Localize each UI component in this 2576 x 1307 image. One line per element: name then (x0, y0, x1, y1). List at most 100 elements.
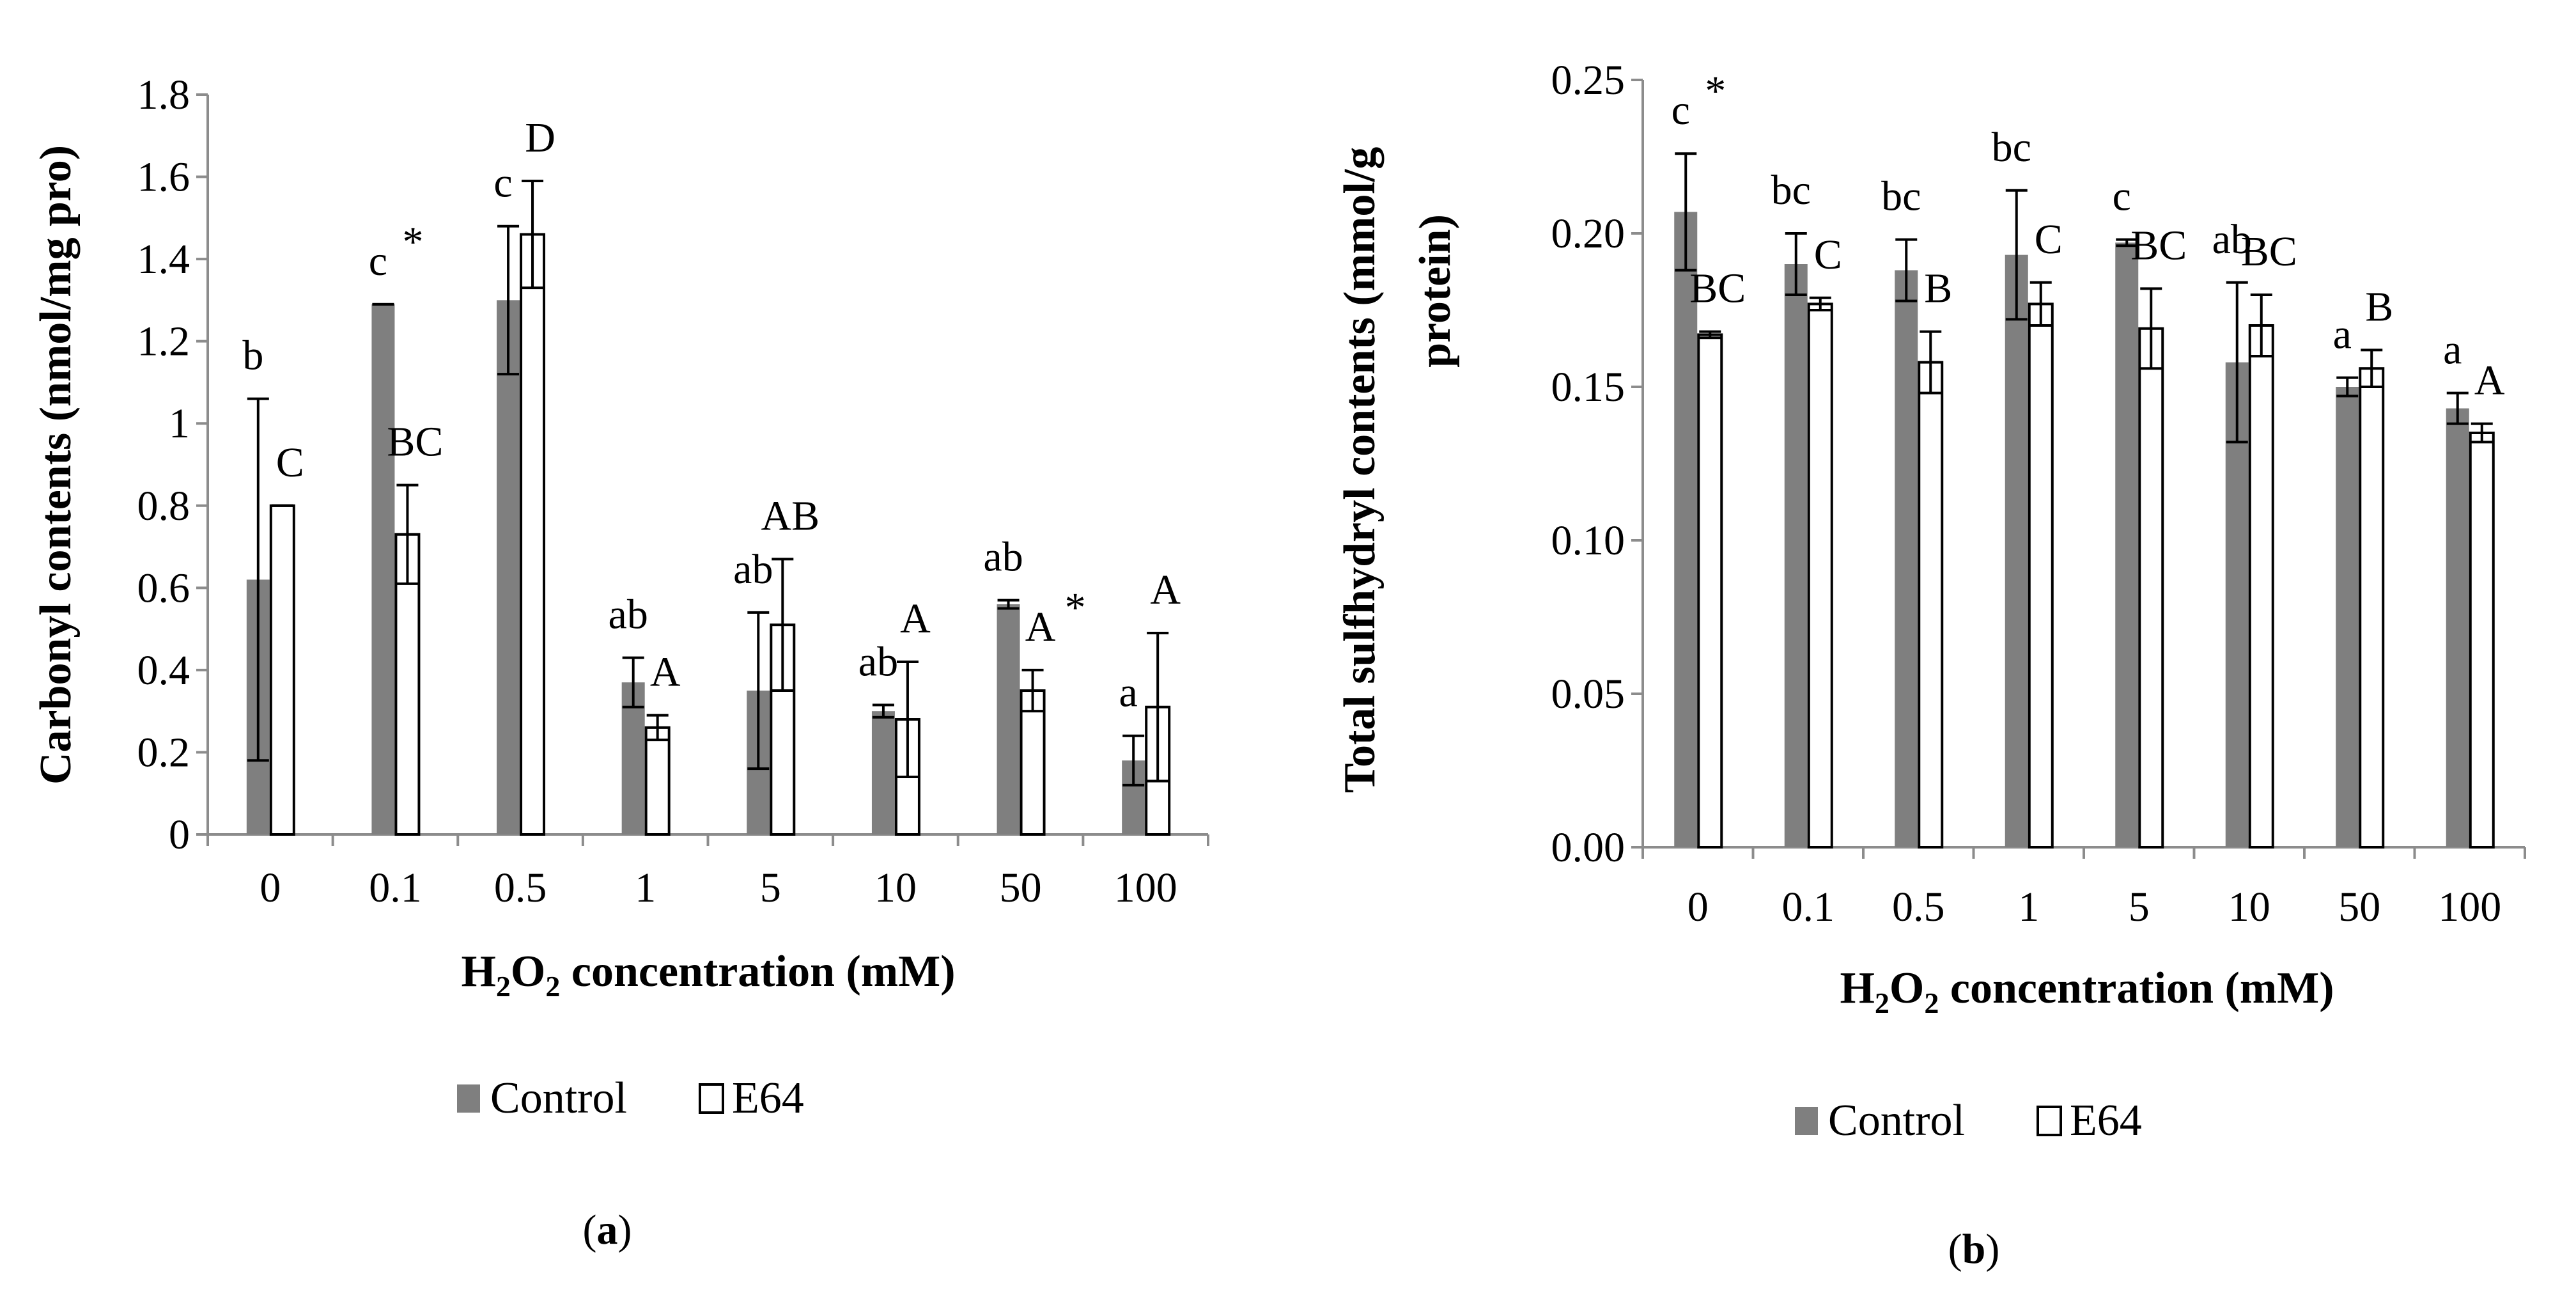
significance-letter: bc (1992, 124, 2031, 171)
bar-control (1784, 264, 1808, 847)
significance-star: * (402, 219, 423, 265)
significance-letter: a (2333, 311, 2352, 358)
significance-letter: C (1814, 231, 1842, 278)
significance-letter: a (2443, 327, 2462, 373)
x-axis-title-part: 2 (1875, 987, 1889, 1019)
bar-control (2115, 242, 2139, 847)
panel-label-part: b (1962, 1226, 1986, 1272)
x-axis-title: H2O2 concentration (mM) (461, 947, 955, 1003)
bar-control (1895, 270, 1918, 848)
legend-swatch-control (457, 1084, 480, 1113)
y-tick-label: 1.2 (137, 318, 190, 365)
significance-letter: ab (609, 591, 648, 638)
significance-letter: ab (2212, 216, 2252, 263)
y-tick-label: 1 (169, 400, 190, 447)
x-tick-label: 10 (874, 865, 917, 911)
y-tick-label: 0.2 (137, 729, 190, 776)
x-tick-label: 1 (635, 865, 656, 911)
panel-label-part: ) (1985, 1226, 1999, 1272)
bar-control (371, 304, 395, 835)
y-tick-label: 0.05 (1551, 671, 1626, 717)
significance-letter: BC (1689, 265, 1746, 312)
bar-e64 (520, 233, 546, 836)
y-tick-label: 1.4 (137, 236, 190, 283)
significance-letter: D (525, 114, 555, 161)
x-axis-title-part: 2 (496, 970, 511, 1003)
x-tick-label: 50 (1000, 865, 1042, 911)
y-tick-label: 0.25 (1551, 57, 1626, 104)
significance-star: * (1065, 584, 1086, 631)
bar-e64 (644, 726, 671, 836)
significance-letter: ab (858, 639, 898, 685)
x-tick-label: 5 (760, 865, 781, 911)
bar-control (2336, 387, 2359, 847)
x-axis-title-part: concentration (mM) (560, 947, 955, 996)
significance-letter: a (1119, 669, 1138, 716)
significance-letter: bc (1771, 167, 1811, 214)
significance-letter: C (2035, 216, 2063, 263)
significance-letter: B (1924, 265, 1952, 312)
legend-label-e64: E64 (2070, 1096, 2142, 1145)
significance-letter: A (900, 595, 931, 642)
x-axis-title-part: O (1889, 964, 1924, 1013)
y-tick-label: 1.8 (137, 72, 190, 118)
significance-letter: ab (983, 534, 1023, 581)
significance-letter: BC (2241, 228, 2297, 275)
significance-letter: c (1672, 87, 1690, 134)
x-tick-label: 1 (2018, 884, 2039, 930)
panel-label-part: a (597, 1207, 618, 1253)
legend-swatch-e64 (2037, 1106, 2062, 1136)
bar-e64 (1807, 302, 1833, 849)
x-axis-title-part: H (1840, 964, 1874, 1013)
legend: Control E64 (457, 1074, 804, 1123)
chart-panel-b: 0.00 0.05 0.10 0.15 0.20 0.25 0 0.1 0.5 1 5 10 50 100… (1335, 57, 2526, 1272)
panel-label-part: ( (1948, 1226, 1962, 1272)
y-axis-title-line2: protein) (1411, 214, 1460, 368)
significance-letter: A (2474, 357, 2505, 404)
x-tick-label: 0.1 (369, 865, 422, 911)
bar-control (2446, 408, 2469, 847)
x-tick-label: 10 (2228, 884, 2270, 930)
significance-letter: c (2113, 173, 2131, 220)
x-axis-title-part: 2 (1924, 987, 1939, 1019)
y-axis-title-line1: Total sulfhydryl contents (mmol/g (1335, 147, 1385, 794)
panel-label: (b) (1948, 1226, 2000, 1272)
x-axis-title-part: 2 (545, 970, 560, 1003)
x-axis-title-part: O (511, 947, 545, 996)
bar-control (497, 300, 520, 834)
y-tick-label: 0 (169, 811, 190, 858)
panel-label-part: ) (618, 1207, 632, 1253)
legend-label-e64: E64 (732, 1074, 804, 1123)
x-tick-label: 0.5 (1892, 884, 1945, 930)
legend-swatch-e64 (699, 1083, 724, 1114)
significance-letter: bc (1881, 173, 1921, 220)
significance-letter: A (650, 649, 681, 696)
x-tick-label: 50 (2338, 884, 2380, 930)
significance-letter: B (2365, 283, 2393, 330)
bar-e64 (2138, 327, 2164, 849)
bar-control (871, 711, 895, 834)
significance-letter: A (1025, 604, 1056, 650)
x-axis-title-part: H (461, 947, 495, 996)
panel-label: (a) (583, 1207, 632, 1253)
x-axis-title-part: concentration (mM) (1939, 964, 2334, 1013)
x-tick-label: 0 (1688, 884, 1709, 930)
y-axis-title: Carbonyl contents (nmol/mg pro) (31, 145, 81, 785)
significance-letter: b (242, 333, 263, 379)
significance-letter: BC (387, 419, 443, 466)
y-tick-label: 0.20 (1551, 210, 1626, 257)
x-tick-label: 5 (2129, 884, 2150, 930)
bar-e64 (1697, 333, 1723, 849)
significance-letter: ab (733, 546, 773, 593)
y-tick-label: 0.4 (137, 647, 190, 694)
bar-e64 (2469, 432, 2495, 849)
x-tick-label: 0.1 (1782, 884, 1835, 930)
bar-e64 (2248, 324, 2274, 849)
significance-letter: AB (761, 492, 819, 539)
significance-star: * (1705, 68, 1726, 114)
legend-label-control: Control (1828, 1096, 1965, 1145)
significance-letter: c (493, 160, 512, 207)
x-tick-label: 100 (1114, 865, 1177, 911)
significance-letter: C (276, 439, 304, 486)
legend-label-control: Control (490, 1074, 627, 1123)
